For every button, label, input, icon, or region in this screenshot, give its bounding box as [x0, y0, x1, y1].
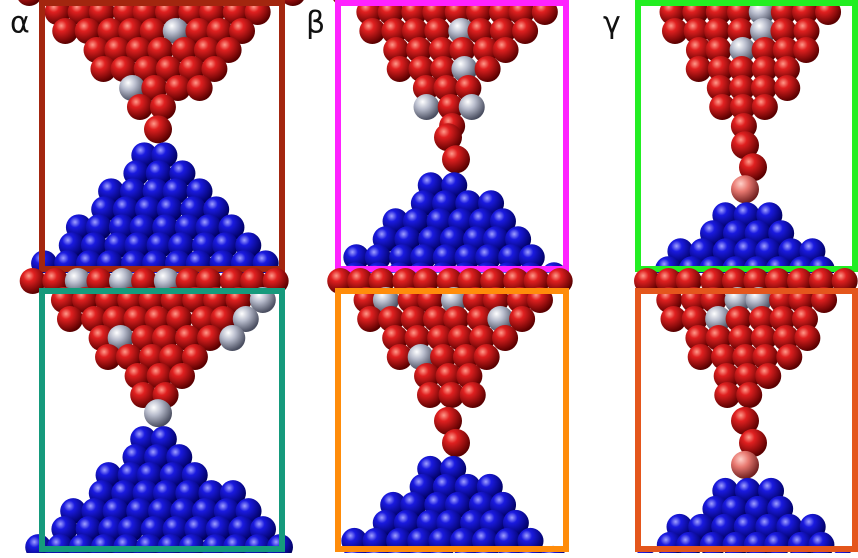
atom — [512, 18, 538, 44]
atom — [52, 18, 78, 44]
atom-cluster — [20, 268, 293, 554]
atom-cluster — [638, 0, 841, 300]
atom — [127, 94, 153, 120]
atom — [736, 382, 762, 408]
atom — [475, 56, 501, 82]
atom — [731, 451, 759, 479]
atom — [688, 344, 714, 370]
atom — [459, 94, 485, 120]
atom — [731, 175, 759, 203]
figure: α β γ — [0, 0, 858, 554]
atom — [442, 145, 470, 173]
atom-cluster — [632, 268, 857, 554]
panels — [16, 0, 858, 554]
atom — [442, 429, 470, 457]
atom — [752, 94, 778, 120]
atom — [414, 94, 440, 120]
atom — [793, 37, 819, 63]
atom — [219, 325, 245, 351]
panel-label: α — [10, 6, 30, 41]
panel-label: β — [306, 6, 325, 41]
atom — [774, 75, 800, 101]
panel-label: γ — [603, 6, 621, 41]
atom — [57, 306, 83, 332]
atom — [460, 382, 486, 408]
atom — [492, 325, 518, 351]
atom — [794, 325, 820, 351]
atom-cluster — [16, 0, 306, 294]
atom — [776, 344, 802, 370]
atom — [755, 363, 781, 389]
atom-cluster — [331, 0, 567, 288]
atom — [144, 115, 172, 143]
atom — [187, 75, 213, 101]
atom — [144, 399, 172, 427]
atom-cluster — [327, 268, 572, 554]
atom — [493, 37, 519, 63]
